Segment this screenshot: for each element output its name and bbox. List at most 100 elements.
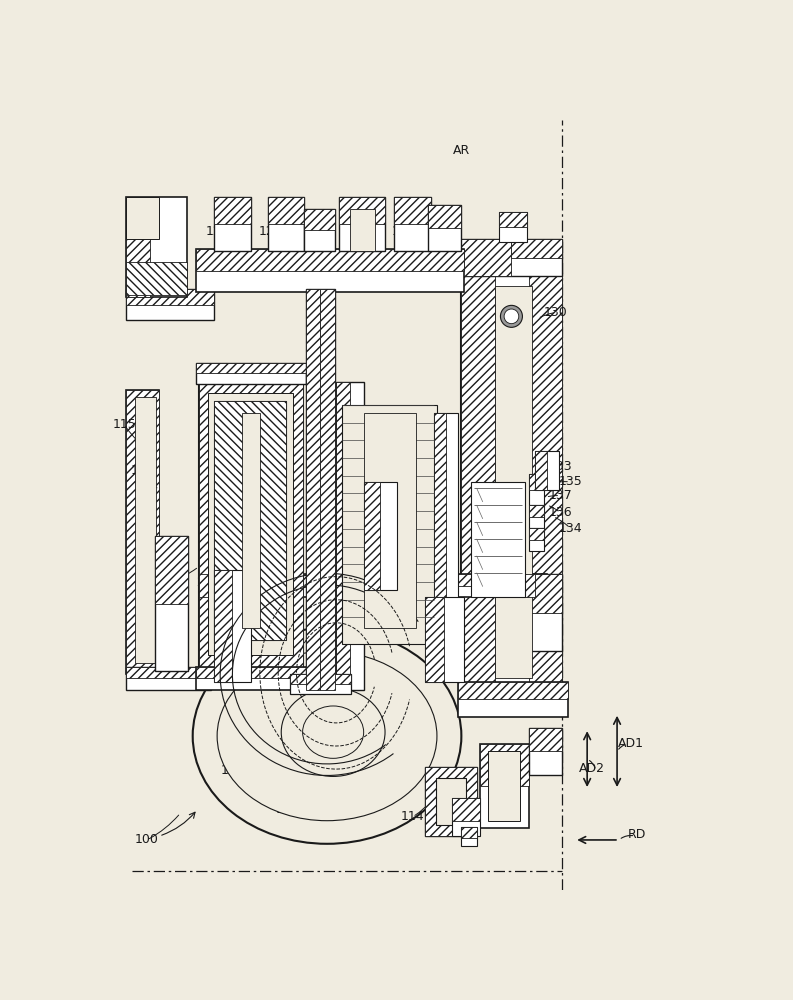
Bar bbox=[196, 249, 465, 271]
Bar bbox=[125, 667, 211, 678]
Bar bbox=[305, 289, 320, 690]
Bar bbox=[528, 474, 544, 505]
Bar bbox=[534, 451, 559, 490]
Bar bbox=[339, 197, 385, 224]
Bar bbox=[125, 262, 186, 295]
Text: 135: 135 bbox=[558, 475, 582, 488]
Bar bbox=[268, 197, 305, 224]
Bar bbox=[528, 528, 544, 551]
Text: 109: 109 bbox=[524, 572, 548, 585]
Bar bbox=[290, 674, 351, 694]
Bar bbox=[125, 197, 186, 297]
Bar bbox=[290, 674, 351, 684]
Bar bbox=[214, 197, 251, 251]
Bar bbox=[125, 389, 159, 674]
Bar bbox=[268, 197, 305, 251]
Bar bbox=[214, 401, 286, 640]
Bar bbox=[526, 574, 562, 651]
Bar bbox=[462, 827, 477, 838]
Bar bbox=[214, 570, 251, 682]
Bar bbox=[199, 574, 214, 667]
Bar bbox=[214, 570, 232, 682]
Ellipse shape bbox=[282, 688, 385, 776]
Bar bbox=[470, 482, 526, 597]
Bar bbox=[458, 682, 569, 699]
Bar bbox=[511, 239, 562, 258]
Bar bbox=[452, 798, 480, 836]
Bar bbox=[458, 682, 569, 717]
Circle shape bbox=[500, 305, 523, 327]
Bar bbox=[480, 744, 528, 828]
Bar bbox=[351, 209, 374, 251]
Bar bbox=[526, 574, 562, 613]
Text: 123: 123 bbox=[259, 225, 282, 238]
Bar bbox=[434, 413, 458, 628]
Bar bbox=[125, 667, 211, 690]
Bar bbox=[199, 574, 547, 597]
Bar bbox=[214, 401, 286, 640]
Bar bbox=[320, 289, 335, 690]
Text: 115: 115 bbox=[113, 418, 136, 431]
Bar bbox=[528, 728, 562, 751]
Bar bbox=[435, 778, 466, 825]
Bar bbox=[196, 363, 305, 373]
Bar bbox=[135, 397, 156, 663]
Bar bbox=[208, 393, 293, 655]
Text: 132: 132 bbox=[392, 225, 416, 238]
Ellipse shape bbox=[193, 628, 462, 844]
Bar bbox=[498, 574, 534, 597]
Bar bbox=[199, 574, 214, 667]
Bar bbox=[528, 505, 544, 517]
Bar bbox=[480, 744, 528, 786]
Text: 118: 118 bbox=[461, 810, 485, 823]
Text: 111: 111 bbox=[245, 645, 269, 658]
Bar bbox=[528, 274, 562, 690]
Bar bbox=[305, 209, 335, 230]
Bar bbox=[528, 528, 544, 540]
Bar bbox=[462, 239, 562, 276]
Text: 133: 133 bbox=[549, 460, 572, 473]
Bar bbox=[462, 274, 562, 690]
Ellipse shape bbox=[217, 651, 437, 821]
Text: AD1: AD1 bbox=[618, 737, 644, 750]
Bar bbox=[528, 728, 562, 774]
Bar bbox=[214, 197, 251, 224]
Text: 114: 114 bbox=[400, 810, 424, 823]
Text: AR: AR bbox=[453, 144, 470, 157]
Text: RD: RD bbox=[628, 828, 646, 841]
Bar bbox=[196, 667, 305, 678]
Bar bbox=[196, 363, 305, 384]
Bar bbox=[199, 574, 547, 586]
Bar bbox=[125, 289, 214, 320]
Text: 125: 125 bbox=[296, 225, 320, 238]
Bar bbox=[528, 474, 544, 490]
Bar bbox=[339, 197, 385, 251]
Bar bbox=[199, 574, 236, 597]
Bar bbox=[534, 451, 547, 490]
Bar bbox=[462, 827, 477, 846]
Bar bbox=[500, 212, 527, 242]
Bar bbox=[500, 212, 527, 227]
Bar bbox=[425, 767, 477, 836]
Text: 113: 113 bbox=[275, 803, 299, 816]
Bar bbox=[394, 197, 431, 224]
Bar bbox=[199, 382, 303, 674]
Bar bbox=[155, 536, 189, 671]
Bar bbox=[155, 536, 189, 604]
Bar bbox=[125, 389, 159, 674]
Text: 110: 110 bbox=[220, 764, 244, 777]
Bar bbox=[394, 197, 431, 251]
Text: 119: 119 bbox=[504, 649, 528, 662]
Text: 100: 100 bbox=[135, 833, 159, 846]
Text: 105: 105 bbox=[343, 225, 366, 238]
Bar bbox=[488, 751, 520, 821]
Text: 222: 222 bbox=[196, 576, 220, 588]
Text: 122: 122 bbox=[156, 576, 180, 588]
Text: 143: 143 bbox=[131, 464, 155, 477]
Text: 120: 120 bbox=[205, 225, 229, 238]
Text: 137: 137 bbox=[549, 489, 573, 502]
Bar bbox=[434, 413, 446, 628]
Bar bbox=[199, 382, 303, 674]
Bar bbox=[305, 289, 335, 690]
Bar bbox=[427, 205, 462, 251]
